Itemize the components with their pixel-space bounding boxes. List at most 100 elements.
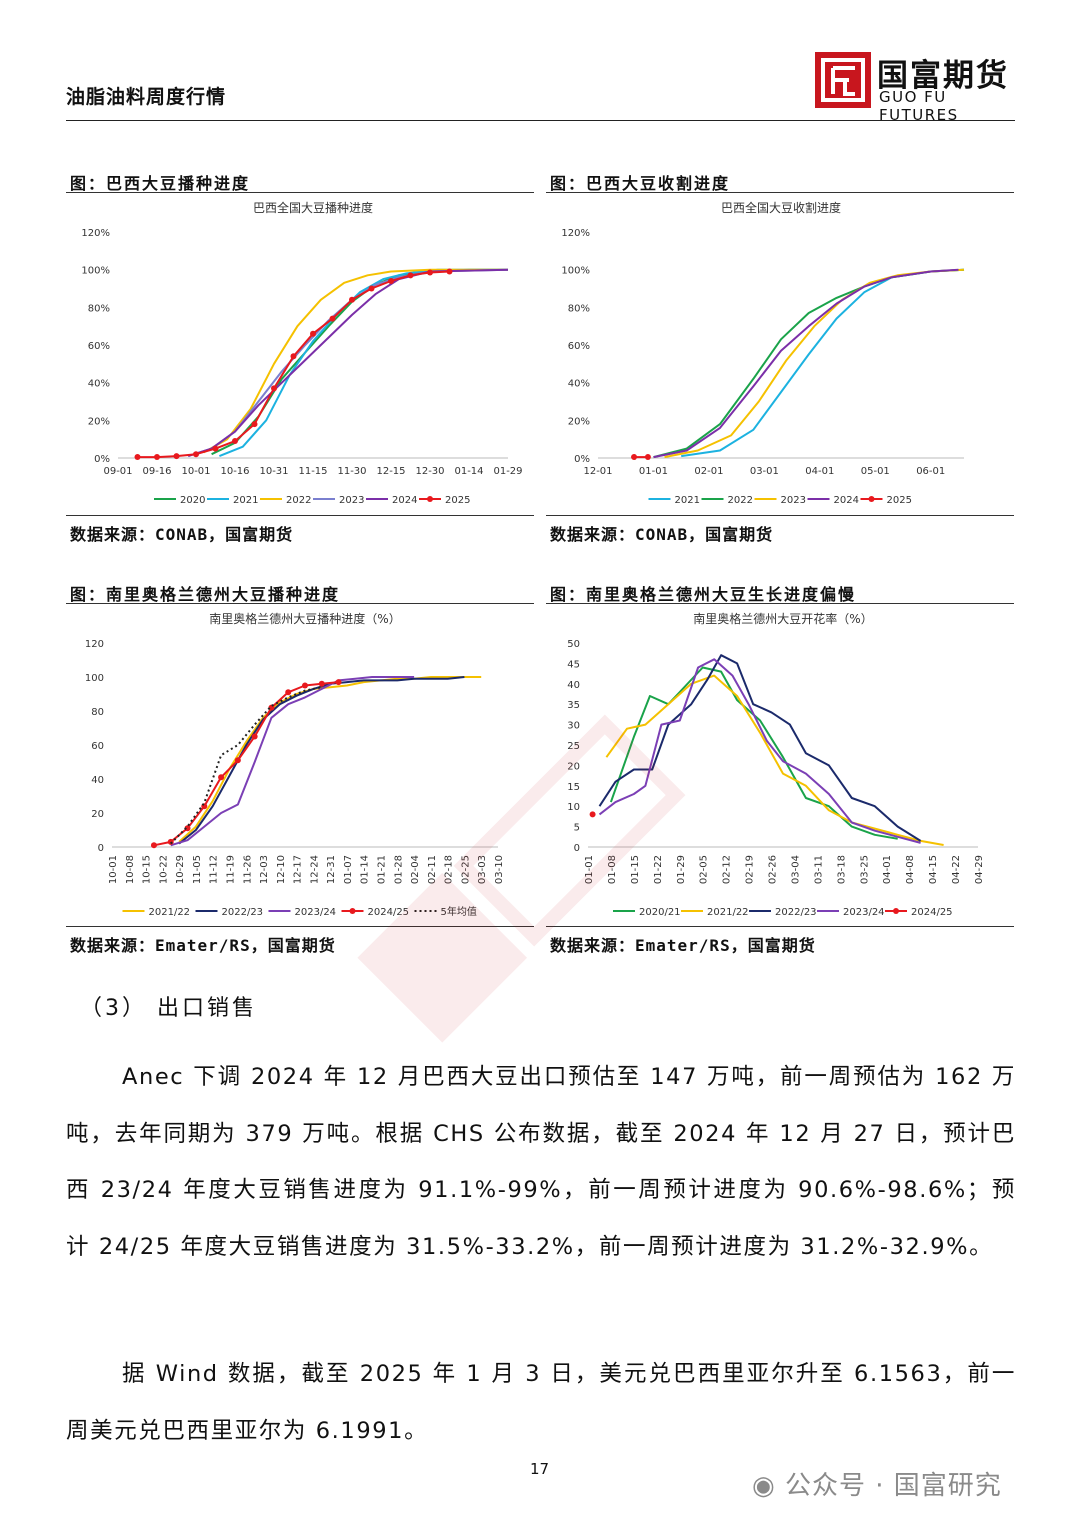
series-line-2021/22 (605, 674, 944, 846)
source-rule (66, 515, 534, 516)
data-point-2025 (349, 296, 355, 303)
x-tick-label: 02-12 (722, 855, 733, 884)
series-line-2024 (653, 268, 959, 459)
y-tick-label: 40% (568, 379, 590, 390)
report-title: 油脂油料周度行情 (66, 86, 227, 108)
y-tick-label: 80% (568, 303, 590, 314)
figure-panel-3: 图：南里奥格兰德州大豆播种进度 南里奥格兰德州大豆播种进度（%） 0 20 40 60 8… (66, 581, 534, 961)
data-point-2024/25 (218, 774, 225, 781)
y-tick-label: 25 (567, 741, 580, 752)
data-point-2025 (251, 421, 258, 428)
page-number: 17 (530, 1460, 550, 1478)
x-tick-label: 10-16 (220, 466, 249, 477)
y-tick-label: 5 (574, 823, 580, 834)
chart-title: 巴西全国大豆播种进度 (253, 200, 373, 215)
y-tick-label: 0 (98, 843, 104, 854)
x-tick-label: 10-15 (142, 855, 153, 884)
data-point-2025 (212, 445, 219, 452)
y-tick-label: 15 (567, 782, 580, 793)
data-point-2024/25 (318, 680, 325, 687)
data-point-2025 (271, 385, 277, 392)
legend-label: 2020/21 (639, 907, 681, 918)
data-point-2025 (631, 454, 638, 461)
y-tick-label: 60% (568, 341, 590, 352)
x-tick-label: 11-30 (337, 466, 366, 477)
legend-label: 2024/25 (368, 907, 410, 918)
logo-chinese-name: 国富期货 (877, 58, 1009, 94)
x-tick-label: 09-16 (142, 466, 171, 477)
legend-label: 2022/23 (775, 907, 817, 918)
x-tick-label: 11-26 (242, 855, 253, 884)
x-tick-label: 02-26 (768, 855, 779, 884)
x-tick-label: 03-04 (790, 855, 801, 884)
wechat-account-mark: ◉ 公众号 · 国富研究 (752, 1465, 1002, 1502)
series-line-2021 (219, 268, 508, 458)
logo-emblem-icon (815, 52, 871, 108)
data-source: 数据来源：CONAB，国富期货 (70, 525, 294, 544)
paragraph-export: Anec 下调 2024 年 12 月巴西大豆出口预估至 147 万吨，前一周预… (66, 1064, 1016, 1260)
y-tick-label: 50 (567, 639, 580, 650)
data-point-2024/25 (251, 733, 258, 740)
legend-label: 2022 (728, 495, 753, 506)
y-tick-label: 40% (88, 379, 110, 390)
figure-panel-1: 图：巴西大豆播种进度 巴西全国大豆播种进度 0% 20% 40% 60% 80% 100% 1… (66, 170, 534, 550)
legend-label: 2020 (180, 495, 205, 506)
x-tick-label: 10-01 (181, 466, 210, 477)
x-tick-label: 03-01 (750, 466, 779, 477)
chart-brazil-sowing: 巴西全国大豆播种进度 0% 20% 40% 60% 80% 100% 120% 09-01 09-… (81, 200, 522, 506)
series-line-2022 (653, 268, 965, 459)
data-point-2024/25 (302, 682, 308, 689)
x-tick-label: 01-28 (393, 855, 404, 884)
data-point-2025 (232, 438, 238, 445)
logo-english-name: GUO FU FUTURES (879, 88, 959, 124)
x-tick-label: 03-25 (859, 855, 870, 884)
x-tick-label: 01-07 (343, 855, 354, 884)
data-point-2025 (388, 277, 394, 284)
data-source: 数据来源：Emater/RS，国富期货 (550, 936, 816, 955)
figure-panel-2: 图：巴西大豆收割进度 巴西全国大豆收割进度 0% 20% 40% 60% 80% 100% 1… (546, 170, 1014, 550)
x-tick-label: 03-03 (477, 855, 488, 884)
y-tick-label: 0 (574, 843, 580, 854)
legend-label: 5年均值 (441, 905, 477, 918)
x-tick-label: 09-01 (103, 466, 132, 477)
x-tick-label: 06-01 (916, 466, 945, 477)
legend-marker (427, 496, 433, 502)
figure-caption: 图：巴西大豆播种进度 (70, 174, 251, 193)
caption-rule (546, 192, 1014, 193)
chart-rs-sowing: 南里奥格兰德州大豆播种进度（%） 0 20 40 60 80 100 120 10-01 10-0… (85, 611, 505, 918)
header-divider (66, 120, 1015, 121)
chart-brazil-harvest: 巴西全国大豆收割进度 0% 20% 40% 60% 80% 100% 120% 12-01 01-… (561, 200, 965, 506)
x-tick-label: 12-01 (583, 466, 612, 477)
data-point-2025 (427, 269, 433, 276)
x-tick-label: 02-18 (444, 855, 455, 884)
legend-label: 2025 (445, 495, 470, 506)
x-tick-label: 01-15 (630, 855, 641, 884)
data-point-2024/25 (150, 842, 157, 849)
x-tick-label: 10-29 (175, 855, 186, 884)
legend-label: 2021/22 (707, 907, 749, 918)
data-point-2025 (329, 315, 336, 322)
series-line-2022 (203, 268, 508, 454)
x-tick-label: 11-05 (192, 855, 203, 884)
x-tick-label: 12-30 (415, 466, 444, 477)
legend-label: 2023 (781, 495, 806, 506)
data-point-2024/25 (167, 838, 174, 845)
y-tick-label: 40 (567, 680, 580, 691)
data-point-2025 (134, 454, 141, 461)
x-tick-label: 04-22 (951, 855, 962, 884)
figure-caption: 图：巴西大豆收割进度 (550, 174, 731, 193)
y-tick-label: 0% (94, 454, 110, 465)
y-tick-label: 120% (81, 228, 110, 239)
data-point-2025 (446, 268, 453, 275)
y-tick-label: 100% (81, 266, 110, 277)
x-tick-label: 04-08 (905, 855, 916, 884)
y-tick-label: 100 (85, 673, 104, 684)
legend-marker (349, 908, 356, 914)
legend-marker (868, 496, 875, 502)
caption-rule (546, 603, 1014, 604)
data-point-2024/25 (335, 679, 342, 686)
legend-label: 2021/22 (149, 907, 191, 918)
series-line-2022/23 (178, 676, 465, 845)
x-tick-label: 01-01 (584, 855, 595, 884)
x-tick-label: 01-14 (454, 466, 483, 477)
